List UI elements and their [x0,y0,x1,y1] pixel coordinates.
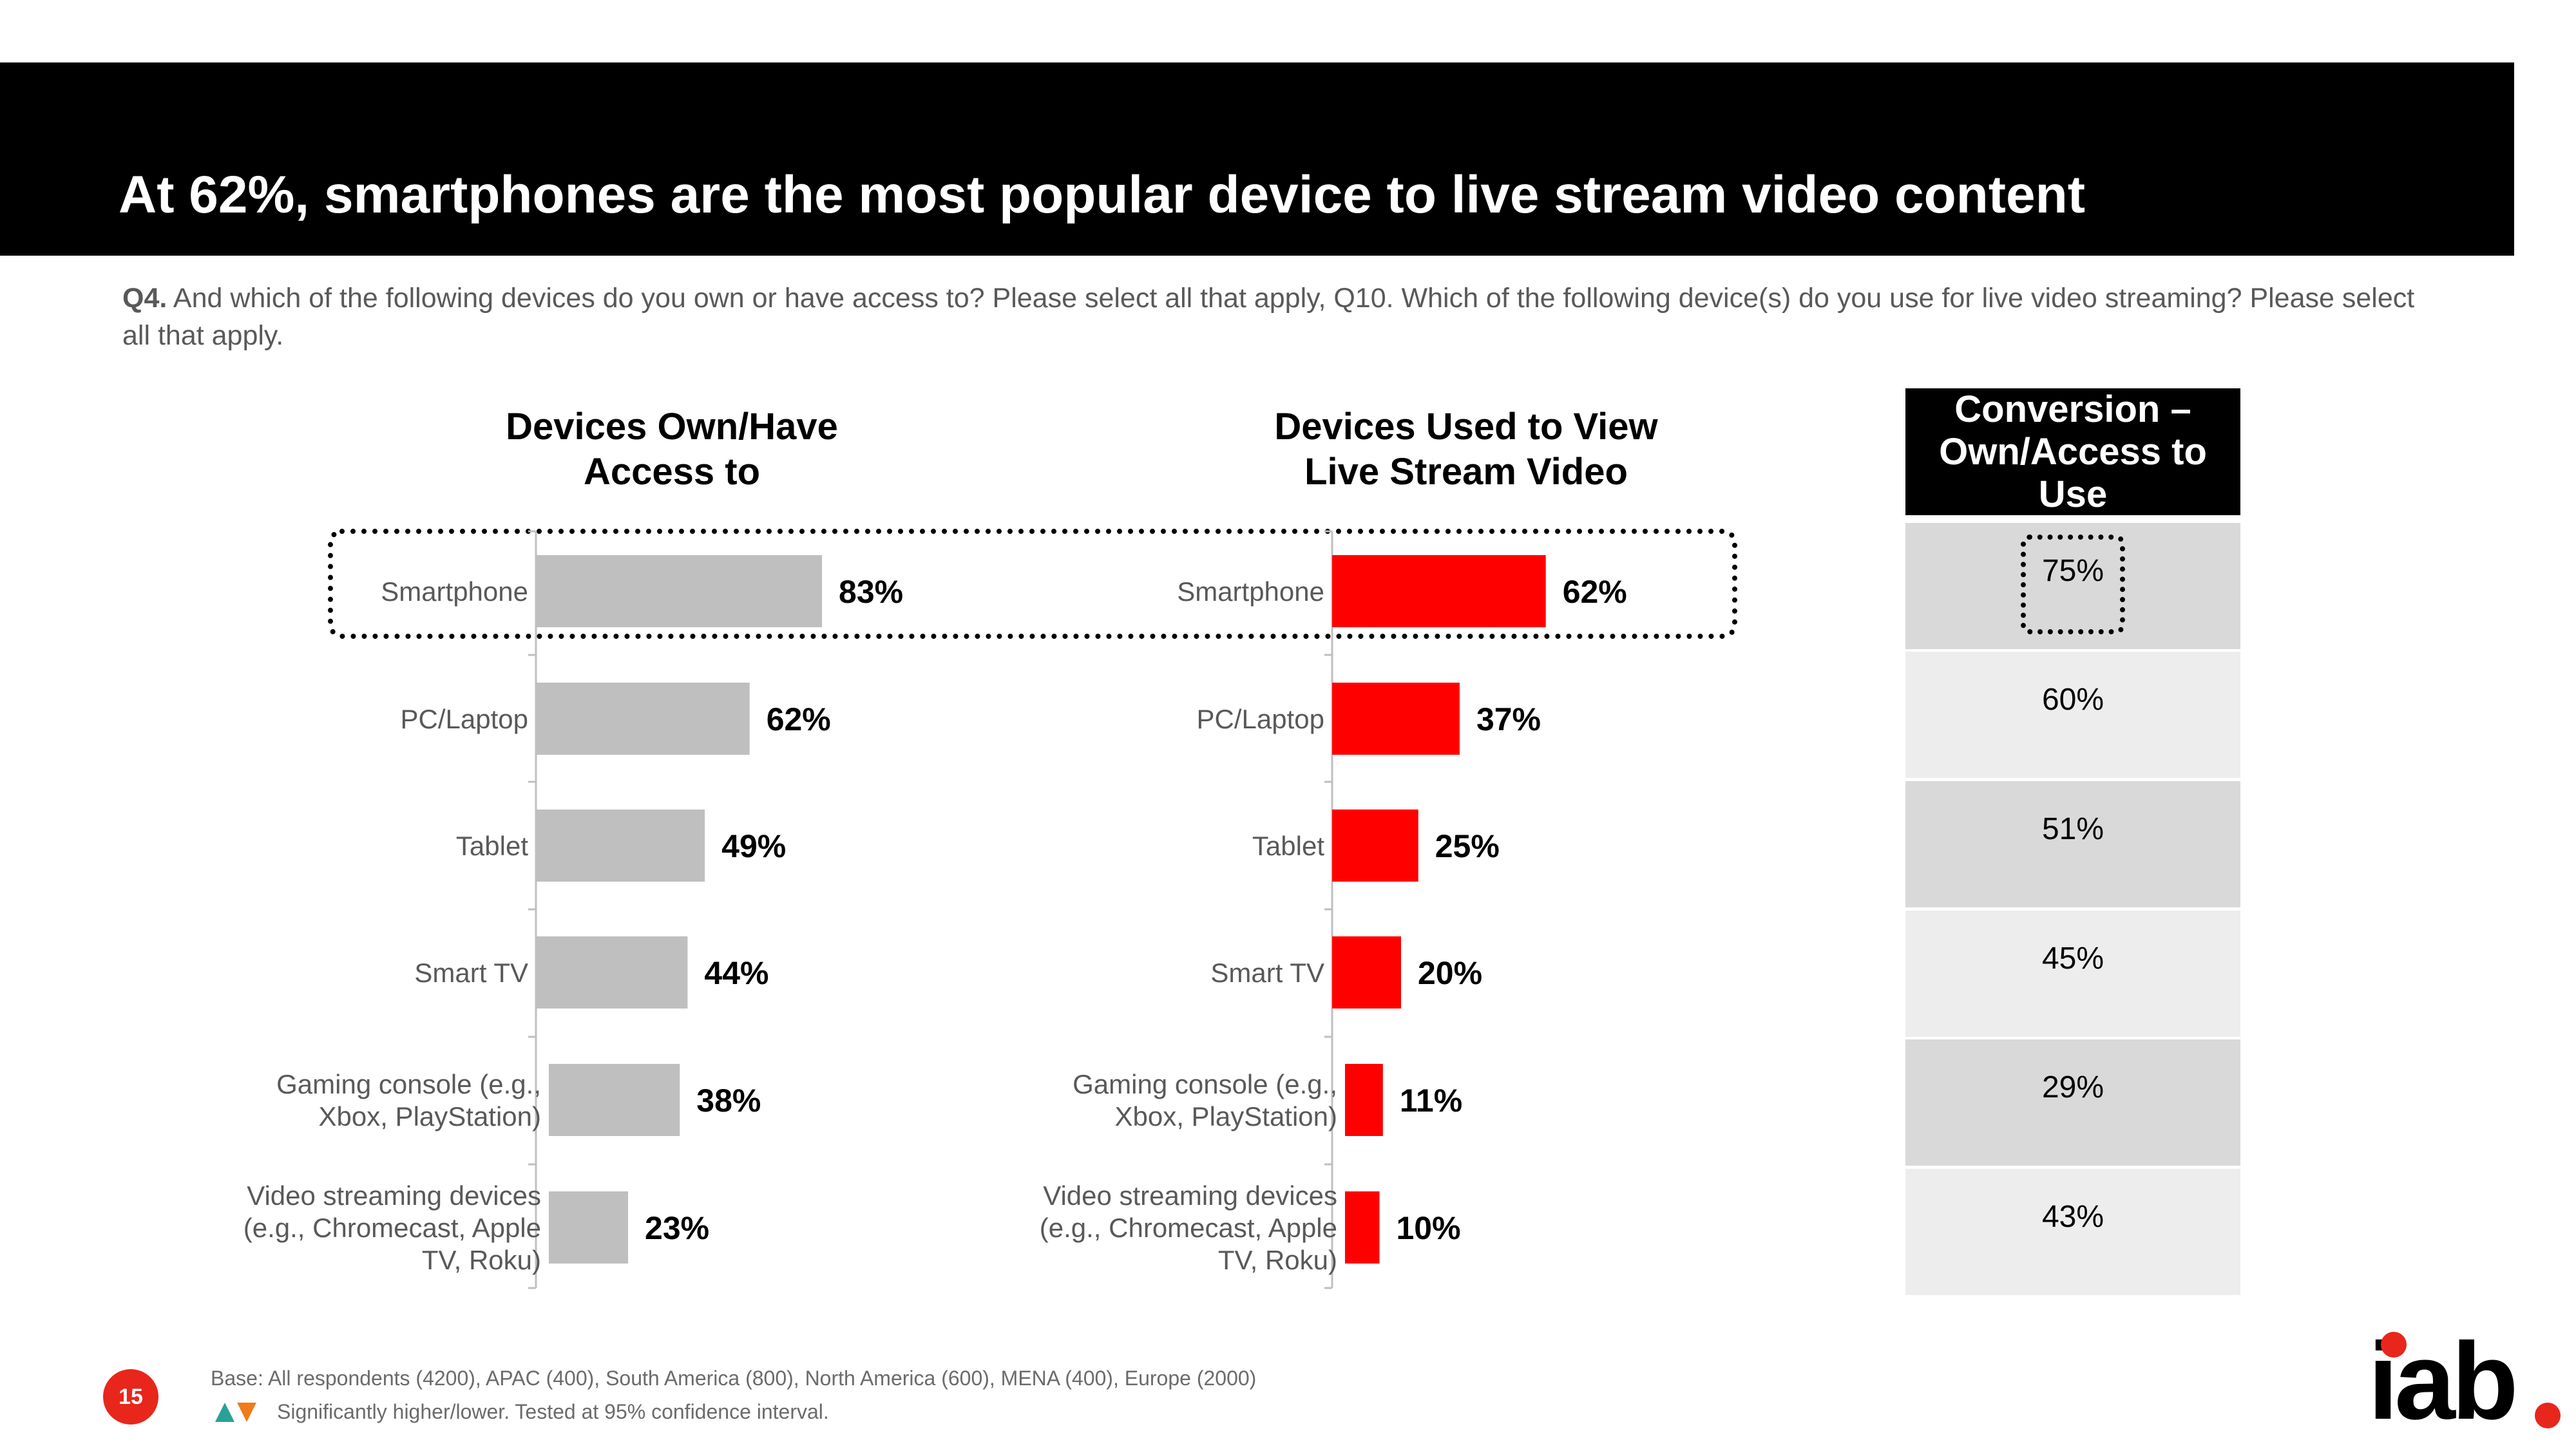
use-bar-0 [1332,555,1546,627]
right-chart-title-line1: Devices Used to View [1274,406,1658,448]
question-text: Q4. And which of the following devices d… [122,279,2416,354]
conversion-cell-3: 45% [1905,911,2240,1037]
own-value-label-1: 62% [767,701,831,737]
use-category-label-3: Smart TV [1210,958,1324,988]
use-bar-5 [1345,1191,1380,1264]
logo-dot-end [2535,1403,2561,1428]
question-body: And which of the following devices do yo… [122,283,2415,351]
own-value-label-2: 49% [721,828,786,864]
use-value-label-5: 10% [1397,1210,1461,1246]
own-category-label-5: Video streaming devices [247,1180,541,1211]
own-bar-1 [536,683,750,755]
use-category-label-4: Xbox, PlayStation) [1114,1101,1337,1132]
conversion-title-line1: Conversion – [1954,388,2191,430]
question-label: Q4. [122,283,167,314]
own-bar-2 [536,810,705,882]
logo-dot-i [2381,1332,2407,1358]
use-category-label-5: (e.g., Chromecast, Apple [1040,1213,1337,1243]
title-band [0,62,2514,256]
own-bar-4 [549,1064,680,1136]
use-category-label-5: TV, Roku) [1218,1245,1337,1275]
use-bar-1 [1332,683,1460,755]
conversion-cell-2: 51% [1905,781,2240,907]
conversion-cell-4: 29% [1905,1039,2240,1166]
own-category-label-4: Gaming console (e.g., [276,1069,541,1099]
page-number: 15 [103,1369,158,1425]
right-chart-title: Devices Used to View Live Stream Video [1176,404,1756,495]
use-category-label-2: Tablet [1252,831,1324,861]
use-bar-4 [1345,1064,1383,1136]
own-category-label-2: Tablet [456,831,528,861]
own-value-label-4: 38% [696,1083,761,1119]
use-value-label-2: 25% [1435,828,1500,864]
conversion-header: Conversion – Own/Access to Use [1905,388,2240,515]
page-title: At 62%, smartphones are the most popular… [119,166,2086,224]
use-bar-2 [1332,810,1418,882]
own-bar-3 [536,936,688,1009]
use-value-label-3: 20% [1418,955,1482,991]
own-bar-0 [536,555,823,627]
use-value-label-0: 62% [1563,574,1627,610]
conversion-value: 45% [2041,941,2104,976]
own-bar-5 [549,1191,629,1264]
base-note: Base: All respondents (4200), APAC (400)… [211,1367,1257,1390]
own-category-label-4: Xbox, PlayStation) [318,1101,541,1132]
own-value-label-5: 23% [645,1210,709,1246]
own-category-label-1: PC/Laptop [401,704,528,734]
left-chart-title-line1: Devices Own/Have [506,406,838,448]
conversion-value: 60% [2041,682,2104,717]
conversion-highlight-box [2021,535,2125,634]
significance-note: Significantly higher/lower. Tested at 95… [277,1400,829,1423]
left-chart-title-line2: Access to [583,451,761,493]
use-bar-3 [1332,936,1401,1009]
conversion-value: 75% [2041,553,2104,588]
own-value-label-3: 44% [704,955,768,991]
conversion-title-line3: Use [2038,473,2108,515]
use-category-label-5: Video streaming devices [1043,1180,1337,1211]
conversion-value: 51% [2041,811,2104,846]
conversion-value: 29% [2041,1070,2104,1104]
conversion-cell-0: 75% [1905,523,2240,649]
use-category-label-4: Gaming console (e.g., [1073,1069,1337,1099]
conversion-title-line2: Own/Access to [1939,431,2207,473]
own-category-label-0: Smartphone [381,576,528,607]
own-category-label-5: TV, Roku) [422,1245,541,1275]
left-chart-title: Devices Own/Have Access to [382,404,962,495]
smartphone-highlight-box [328,529,1737,639]
conversion-cell-1: 60% [1905,652,2240,778]
use-value-label-4: 11% [1400,1083,1462,1119]
own-value-label-0: 83% [839,574,903,610]
use-category-label-1: PC/Laptop [1197,704,1324,734]
significance-arrows-icon [215,1403,256,1422]
own-category-label-5: (e.g., Chromecast, Apple [243,1213,541,1243]
conversion-value: 43% [2041,1199,2104,1234]
right-chart-title-line2: Live Stream Video [1304,451,1628,493]
conversion-cell-5: 43% [1905,1169,2240,1295]
own-category-label-3: Smart TV [414,958,528,988]
use-value-label-1: 37% [1476,701,1541,737]
use-category-label-0: Smartphone [1177,576,1324,607]
